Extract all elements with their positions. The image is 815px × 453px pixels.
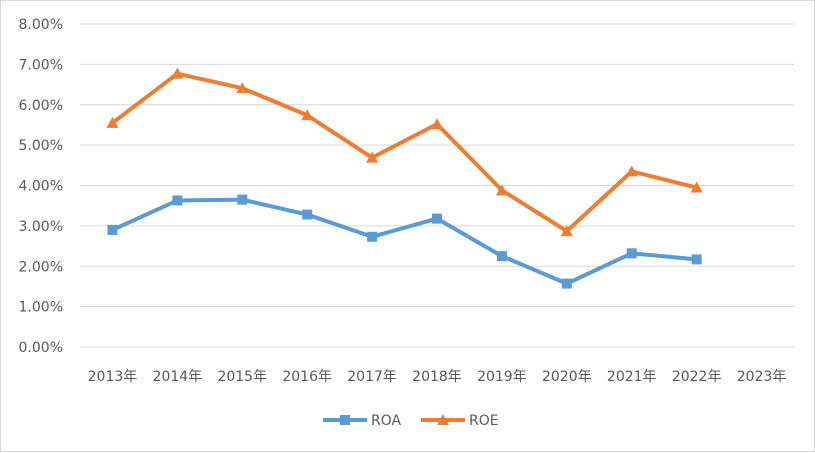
x-tick-label: 2022年 [672, 369, 722, 385]
legend-roa-marker [340, 415, 350, 425]
roe-point [495, 184, 508, 196]
series-roe [106, 67, 703, 237]
y-tick-label: 0.00% [19, 340, 63, 356]
roe-point [431, 118, 443, 130]
y-tick-label: 2.00% [19, 259, 63, 275]
legend: ROA ROE [323, 413, 499, 429]
roe-point [625, 165, 638, 177]
roa-point [172, 195, 183, 206]
y-tick-label: 8.00% [19, 17, 63, 33]
y-tick-label: 4.00% [19, 179, 63, 195]
roe-point [106, 116, 119, 128]
roa-point [367, 231, 378, 242]
x-axis-ticks: 2013年 2014年 2015年 2016年 2017年 2018年 2019年 2020年… [88, 369, 787, 385]
roa-point [432, 213, 442, 224]
x-tick-label: 2014年 [153, 369, 203, 385]
roa-point [107, 224, 118, 235]
legend-roe-label: ROE [469, 413, 499, 429]
series-group [106, 67, 703, 289]
y-tick-label: 5.00% [19, 138, 63, 154]
roe-point [171, 67, 184, 79]
x-tick-label: 2015年 [217, 369, 267, 385]
x-tick-label: 2016年 [282, 369, 332, 385]
y-tick-label: 6.00% [19, 98, 63, 114]
roe-point [560, 225, 573, 237]
y-tick-label: 1.00% [19, 300, 63, 316]
roa-point [302, 209, 313, 220]
y-tick-label: 3.00% [19, 219, 63, 235]
x-tick-label: 2021年 [607, 369, 657, 385]
x-tick-label: 2023年 [737, 369, 787, 385]
legend-roa-label: ROA [371, 413, 402, 429]
series-roa [107, 194, 702, 289]
x-tick-label: 2019年 [477, 369, 527, 385]
y-axis-ticks: 0.00% 1.00% 2.00% 3.00% 4.00% 5.00% 6.00% 7.00%… [19, 17, 63, 356]
gridlines [80, 23, 794, 348]
legend-item-roa: ROA [323, 413, 402, 429]
x-tick-label: 2017年 [347, 369, 397, 385]
x-tick-label: 2013年 [88, 369, 138, 385]
roe-point [690, 181, 703, 193]
y-tick-label: 7.00% [19, 57, 63, 73]
legend-roe-marker [437, 414, 449, 425]
roa-point [561, 278, 572, 289]
roa-point [237, 194, 248, 205]
roa-point [496, 251, 507, 262]
roe-point [236, 82, 249, 94]
roa-point [626, 248, 637, 259]
legend-item-roe: ROE [421, 413, 499, 429]
roa-point [691, 254, 702, 265]
roe-point [366, 151, 379, 163]
x-tick-label: 2018年 [412, 369, 462, 385]
roe-point [301, 109, 314, 121]
roa-line [110, 197, 699, 286]
x-tick-label: 2020年 [542, 369, 592, 385]
roe-line [110, 71, 699, 234]
